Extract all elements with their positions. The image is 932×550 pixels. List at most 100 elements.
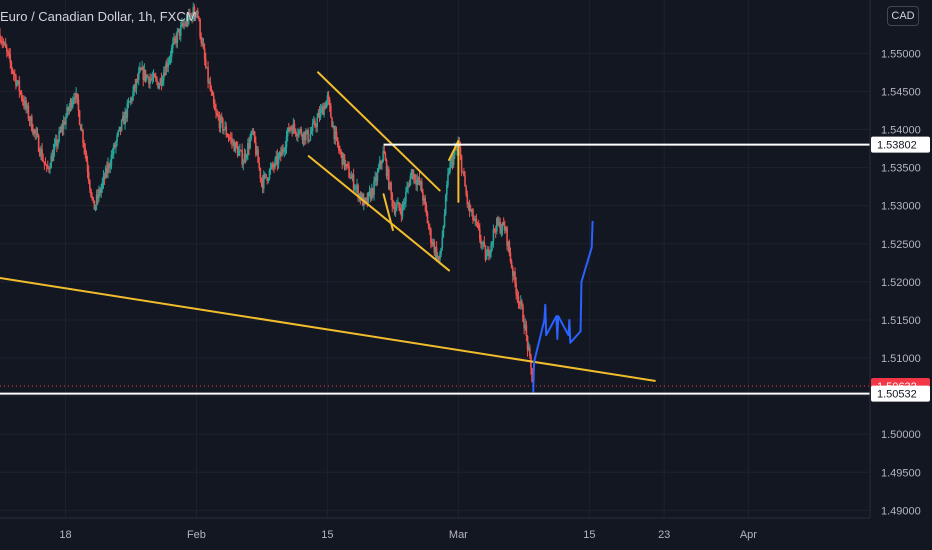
candle-body xyxy=(41,149,43,160)
candle-body xyxy=(195,10,198,14)
candle-body xyxy=(185,19,188,26)
candle-body xyxy=(441,237,444,248)
candle-body xyxy=(83,142,85,148)
candle-body xyxy=(340,151,342,153)
candle-body xyxy=(352,174,355,190)
candle-body xyxy=(179,25,182,36)
candle-body xyxy=(69,100,72,107)
candle-body xyxy=(77,99,80,111)
candle-body xyxy=(31,116,33,131)
candle-body xyxy=(110,154,113,166)
candle-body xyxy=(332,125,334,128)
candle-body xyxy=(491,241,494,245)
candle-body xyxy=(4,42,7,48)
candle-body xyxy=(82,129,84,143)
candle-body xyxy=(341,152,344,165)
candle-body xyxy=(270,163,273,168)
candle-body xyxy=(522,306,524,322)
candle-body xyxy=(287,127,290,132)
candle-body xyxy=(215,110,217,113)
candle-body xyxy=(306,130,308,133)
candle-body xyxy=(393,207,396,213)
candle-body xyxy=(282,149,284,151)
candle-body xyxy=(283,150,286,152)
candle-body xyxy=(376,171,379,182)
candle-body xyxy=(280,152,282,157)
candle-body xyxy=(176,30,179,43)
candle-body xyxy=(222,118,224,131)
candle-body xyxy=(504,225,506,231)
candle-body xyxy=(7,51,9,53)
breakout-wedge-line xyxy=(448,139,460,203)
candle-body xyxy=(245,155,248,159)
candle-body xyxy=(351,174,354,178)
candle-body xyxy=(258,162,261,168)
candle-body xyxy=(137,71,140,81)
candle-body xyxy=(500,230,503,233)
candle-body xyxy=(94,205,97,210)
candle-body xyxy=(508,241,511,253)
price-tag xyxy=(871,385,930,402)
candle-body xyxy=(334,131,337,140)
candle-body xyxy=(345,163,348,165)
candle-body xyxy=(468,203,471,211)
candle-body xyxy=(38,151,41,156)
candle-body xyxy=(51,155,54,161)
candle-body xyxy=(62,121,65,130)
candle-body xyxy=(276,155,279,165)
candle-body xyxy=(328,99,331,106)
candle-body xyxy=(21,98,24,102)
candle-body xyxy=(217,115,220,118)
trendline-long xyxy=(0,277,656,382)
candle-body xyxy=(167,62,170,67)
candle-body xyxy=(365,197,367,201)
candle-body xyxy=(239,150,241,152)
candle-body xyxy=(409,175,412,186)
candle-body xyxy=(314,120,316,127)
y-tick-label: 1.49000 xyxy=(881,505,921,517)
candle-body xyxy=(169,56,172,59)
candle-body xyxy=(291,128,293,134)
candle-body xyxy=(112,144,115,155)
candle-body xyxy=(131,98,133,100)
candle-body xyxy=(10,62,13,69)
candle-body xyxy=(199,19,201,37)
candle-body xyxy=(327,95,330,100)
candle-body xyxy=(9,54,12,63)
candle-body xyxy=(331,117,333,128)
candle-body xyxy=(106,167,108,173)
candle-body xyxy=(524,324,527,329)
candle-body xyxy=(24,100,26,106)
candle-body xyxy=(477,224,480,229)
candle-body xyxy=(129,98,132,102)
candle-body xyxy=(398,202,400,208)
candle-body xyxy=(370,188,373,200)
candle-body xyxy=(104,167,107,179)
candle-body xyxy=(99,190,101,194)
candle-body xyxy=(527,347,530,351)
candle-body xyxy=(50,155,52,169)
candle-body xyxy=(390,182,392,194)
candle-body xyxy=(206,67,208,69)
candle-body xyxy=(518,303,521,305)
candle-body xyxy=(259,167,262,179)
candle-body xyxy=(281,149,283,157)
candle-body xyxy=(284,147,287,151)
candle-body xyxy=(247,143,249,156)
candle-body xyxy=(86,161,89,172)
candle-body xyxy=(102,175,105,183)
candle-body xyxy=(478,228,481,240)
candle-body xyxy=(198,17,200,20)
candle-body xyxy=(40,149,42,156)
candle-body xyxy=(339,150,341,152)
candle-body xyxy=(498,221,500,225)
y-tick-label: 1.51000 xyxy=(881,353,921,365)
candle-body xyxy=(191,14,193,19)
candle-body xyxy=(220,116,223,119)
candle-body xyxy=(68,106,71,112)
candle-body xyxy=(303,131,306,141)
currency-button[interactable]: CAD xyxy=(887,6,919,26)
candle-body xyxy=(448,170,450,174)
